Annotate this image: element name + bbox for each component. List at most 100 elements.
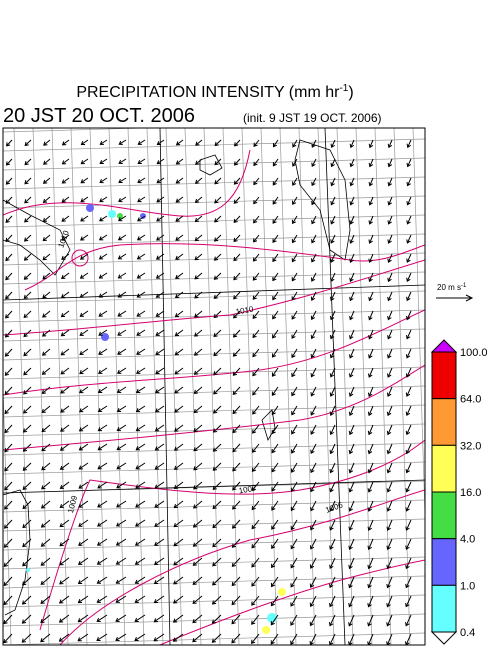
meridian — [412, 128, 425, 528]
wind-arrow — [387, 196, 393, 206]
wind-arrow — [291, 310, 298, 320]
wind-arrow — [329, 329, 336, 340]
wind-arrow — [367, 595, 374, 608]
wind-arrow — [155, 291, 165, 298]
wind-arrow — [193, 386, 203, 394]
wind-arrow — [212, 500, 222, 510]
wind-arrow — [311, 139, 317, 148]
wind-arrow — [96, 614, 108, 622]
wind-arrow — [253, 177, 260, 186]
parallel — [3, 128, 156, 133]
wind-arrow — [386, 500, 393, 512]
wind-arrow — [368, 215, 374, 225]
wind-arrow — [233, 253, 241, 262]
wind-arrow — [232, 481, 241, 491]
colorbar-label: 64.0 — [460, 394, 481, 406]
wind-arrow — [233, 196, 241, 204]
wind-arrow — [270, 595, 279, 607]
wind-arrow — [329, 348, 336, 359]
meridian — [89, 128, 107, 645]
wind-arrow — [118, 139, 127, 145]
wind-arrow — [290, 557, 298, 569]
parallel — [3, 214, 425, 228]
wind-scale-exponent: -1 — [461, 283, 467, 289]
parallel — [3, 632, 425, 645]
wind-arrow — [368, 367, 374, 378]
wind-arrow — [174, 386, 184, 394]
wind-arrow — [232, 348, 241, 357]
wind-arrow — [290, 595, 298, 607]
wind-arrow — [115, 538, 127, 546]
wind-arrow — [137, 196, 146, 203]
meridian — [51, 128, 69, 645]
wind-arrow — [214, 139, 222, 147]
wind-arrow — [153, 633, 165, 642]
wind-arrow — [192, 538, 203, 547]
wind-arrow — [4, 500, 13, 510]
wind-arrow — [405, 443, 412, 455]
wind-arrow — [137, 215, 146, 222]
wind-arrow — [115, 557, 127, 565]
wind-arrow — [154, 538, 165, 546]
wind-arrow — [348, 386, 355, 397]
wind-arrow — [270, 633, 279, 645]
wind-arrow — [59, 500, 70, 509]
wind-arrow — [194, 215, 203, 223]
wind-arrow — [367, 481, 374, 493]
wind-arrow — [99, 139, 108, 145]
wind-arrow — [193, 367, 203, 375]
wind-arrow — [290, 500, 298, 512]
wind-arrow — [22, 424, 32, 433]
wind-arrow — [156, 234, 165, 241]
wind-arrow — [310, 253, 317, 263]
wind-arrow — [368, 329, 374, 340]
wind-arrow — [192, 500, 203, 509]
wind-arrow — [4, 424, 13, 434]
wind-arrow — [232, 424, 241, 434]
wind-arrow — [116, 462, 127, 470]
wind-arrow — [195, 158, 203, 165]
wind-arrow — [368, 291, 374, 302]
colorbar-box — [431, 444, 457, 493]
wind-arrow — [368, 310, 374, 321]
wind-arrow — [117, 291, 127, 298]
wind-arrow — [292, 177, 298, 186]
wind-arrow — [117, 253, 127, 260]
meridian — [298, 128, 316, 645]
wind-arrow — [272, 348, 279, 358]
wind-arrow — [78, 500, 89, 508]
wind-arrow — [232, 500, 241, 510]
wind-arrow — [406, 139, 412, 149]
wind-arrow — [348, 405, 355, 417]
wind-arrow — [41, 443, 51, 452]
wind-arrow — [213, 310, 222, 319]
wind-arrow — [79, 272, 89, 279]
meridian — [165, 128, 183, 645]
wind-arrow — [251, 462, 260, 472]
colorbar-label: 16.0 — [460, 487, 481, 499]
wind-arrow — [291, 348, 298, 359]
meridian — [374, 128, 392, 645]
wind-arrow — [367, 443, 374, 455]
wind-arrow — [290, 633, 298, 645]
wind-scale-arrow — [436, 294, 474, 302]
wind-arrow — [135, 519, 146, 527]
wind-arrow — [194, 177, 203, 184]
wind-arrow — [5, 253, 13, 262]
wind-arrow — [59, 557, 70, 566]
wind-arrow — [96, 538, 108, 546]
wind-arrow — [406, 272, 412, 283]
wind-arrow — [78, 462, 89, 470]
wind-arrow — [387, 139, 393, 149]
isobar-label: 1010 — [56, 229, 71, 249]
wind-arrow — [253, 215, 260, 224]
wind-arrow — [192, 595, 203, 605]
wind-arrow — [96, 557, 108, 565]
wind-arrow — [405, 519, 412, 531]
wind-arrow — [172, 633, 184, 642]
wind-arrow — [405, 500, 412, 512]
wind-arrow — [387, 215, 393, 225]
wind-arrow — [253, 196, 260, 205]
wind-arrow — [116, 481, 127, 489]
wind-arrow — [173, 576, 184, 585]
